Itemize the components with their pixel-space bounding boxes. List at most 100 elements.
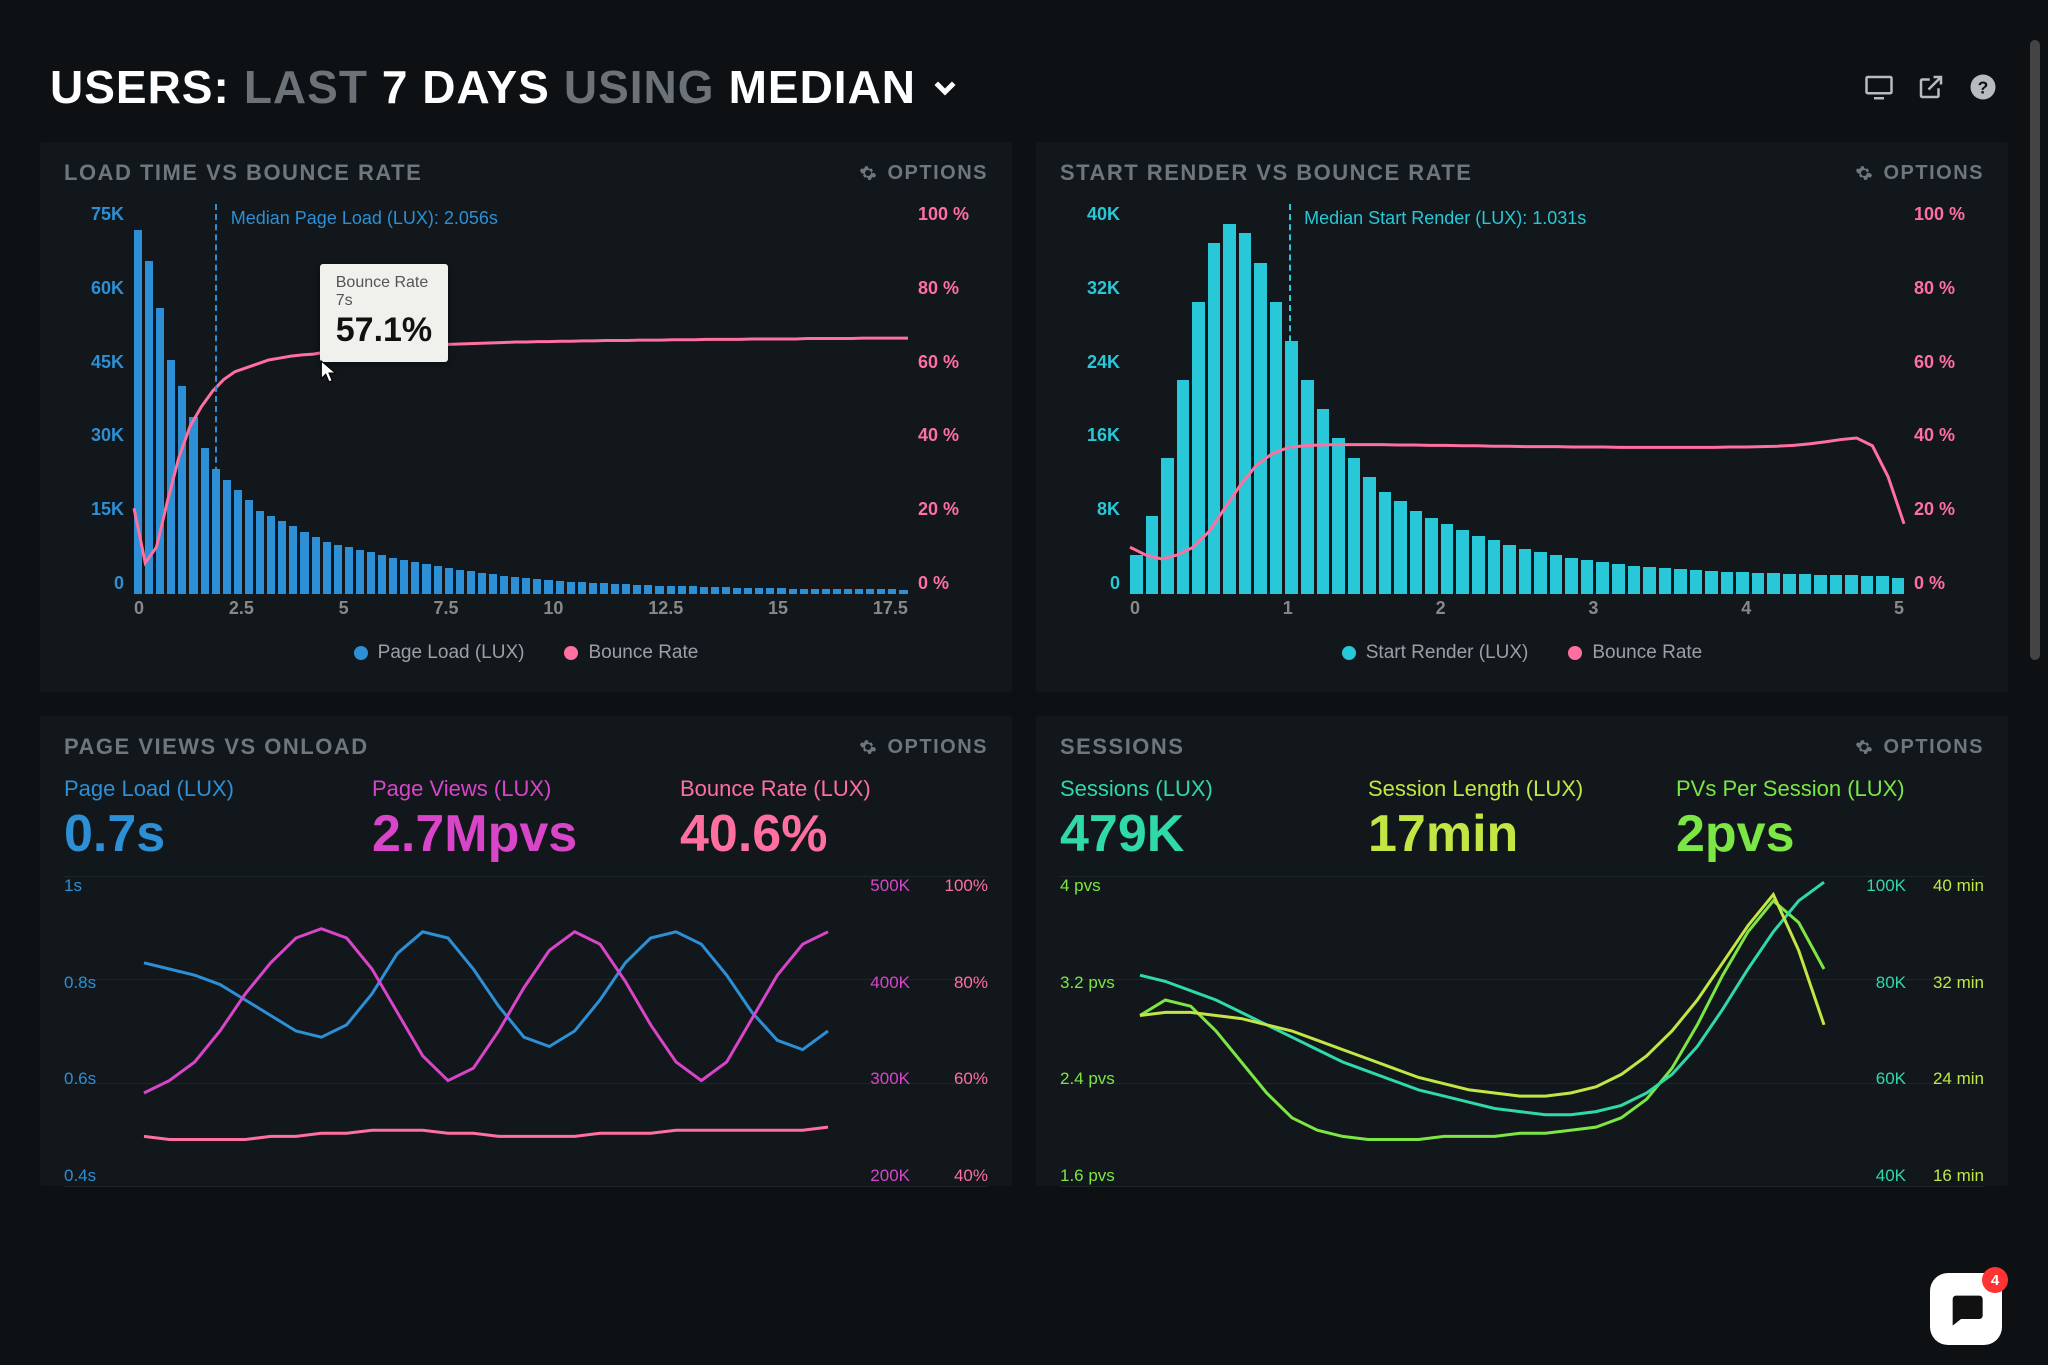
y-left-tick: 60K (64, 278, 124, 299)
y-right2-tick: 100% (918, 876, 988, 896)
panel-title: PAGE VIEWS VS ONLOAD (64, 734, 369, 760)
page-title-dropdown[interactable]: USERS: LAST 7 DAYS USING MEDIAN (50, 60, 960, 114)
header: USERS: LAST 7 DAYS USING MEDIAN ? (40, 40, 2008, 142)
y-left-tick: 0 (64, 573, 124, 594)
y-right2-tick: 40% (918, 1166, 988, 1186)
metric: Page Views (LUX)2.7Mpvs (372, 776, 680, 864)
y-right-tick: 40 % (1914, 425, 1984, 446)
metric-value: 17min (1368, 804, 1676, 864)
metrics-row: Sessions (LUX)479KSession Length (LUX)17… (1036, 770, 2008, 864)
chevron-down-icon (930, 72, 960, 102)
x-tick: 10 (543, 598, 563, 634)
svg-text:?: ? (1978, 77, 1989, 97)
share-icon[interactable] (1916, 72, 1946, 102)
header-actions: ? (1864, 72, 1998, 102)
display-icon[interactable] (1864, 72, 1894, 102)
x-tick: 2.5 (229, 598, 254, 634)
metric: Session Length (LUX)17min (1368, 776, 1676, 864)
y-right-tick: 100 % (1914, 204, 1984, 225)
metric-label: Page Load (LUX) (64, 776, 372, 802)
y-left-tick: 4 pvs (1060, 876, 1130, 896)
panel-sessions: SESSIONS OPTIONS Sessions (LUX)479KSessi… (1036, 716, 2008, 1186)
panel-title: START RENDER VS BOUNCE RATE (1060, 160, 1472, 186)
y-right2-tick: 32 min (1914, 973, 1984, 993)
chart-legend: Start Render (LUX) Bounce Rate (1060, 634, 1984, 678)
gear-icon (1855, 164, 1873, 182)
x-tick: 5 (339, 598, 349, 634)
y-right-tick: 20 % (918, 499, 988, 520)
chat-icon (1946, 1289, 1986, 1329)
options-label: OPTIONS (887, 162, 988, 185)
metric-value: 2.7Mpvs (372, 804, 680, 864)
options-label: OPTIONS (887, 736, 988, 759)
y-right-tick: 60K (1838, 1069, 1906, 1089)
title-aggregation: MEDIAN (729, 60, 916, 114)
metric-label: Bounce Rate (LUX) (680, 776, 988, 802)
x-tick: 0 (1130, 598, 1140, 634)
x-tick: 2 (1436, 598, 1446, 634)
options-label: OPTIONS (1883, 162, 1984, 185)
title-dim-1: LAST (244, 60, 368, 114)
sessions-chart[interactable]: 4 pvs3.2 pvs2.4 pvs1.6 pvs100K80K60K40K4… (1060, 876, 1984, 1186)
panel-title: LOAD TIME VS BOUNCE RATE (64, 160, 422, 186)
y-left-tick: 0.8s (64, 973, 134, 993)
metric-label: Sessions (LUX) (1060, 776, 1368, 802)
options-button[interactable]: OPTIONS (1855, 162, 1984, 185)
x-tick: 12.5 (648, 598, 683, 634)
y-right-tick: 0 % (918, 573, 988, 594)
load-bounce-chart[interactable]: 75K60K45K30K15K0100 %80 %60 %40 %20 %0 %… (64, 204, 988, 634)
scrollbar[interactable] (2030, 40, 2040, 660)
y-left-tick: 45K (64, 352, 124, 373)
median-label: Median Page Load (LUX): 2.056s (231, 208, 498, 229)
y-right-tick: 100 % (918, 204, 988, 225)
gear-icon (1855, 738, 1873, 756)
y-right2-tick: 60% (918, 1069, 988, 1089)
y-right-tick: 200K (842, 1166, 910, 1186)
metric: PVs Per Session (LUX)2pvs (1676, 776, 1984, 864)
y-right2-tick: 16 min (1914, 1166, 1984, 1186)
x-tick: 1 (1283, 598, 1293, 634)
y-right-tick: 80 % (918, 278, 988, 299)
options-button[interactable]: OPTIONS (859, 162, 988, 185)
chat-badge: 4 (1982, 1267, 2008, 1293)
chat-button[interactable]: 4 (1930, 1273, 2002, 1345)
y-left-tick: 40K (1060, 204, 1120, 225)
title-prefix: USERS: (50, 60, 230, 114)
y-right-tick: 80 % (1914, 278, 1984, 299)
metric-value: 40.6% (680, 804, 988, 864)
y-left-tick: 24K (1060, 352, 1120, 373)
metric-label: Session Length (LUX) (1368, 776, 1676, 802)
y-left-tick: 32K (1060, 278, 1120, 299)
x-tick: 7.5 (434, 598, 459, 634)
cursor-icon (320, 360, 338, 384)
y-left-tick: 0.4s (64, 1166, 134, 1186)
metric-value: 0.7s (64, 804, 372, 864)
render-bounce-chart[interactable]: 40K32K24K16K8K0100 %80 %60 %40 %20 %0 %M… (1060, 204, 1984, 634)
panel-load-bounce: LOAD TIME VS BOUNCE RATE OPTIONS 75K60K4… (40, 142, 1012, 692)
gear-icon (859, 738, 877, 756)
y-left-tick: 1s (64, 876, 134, 896)
onload-chart[interactable]: 1s0.8s0.6s0.4s500K400K300K200K100%80%60%… (64, 876, 988, 1186)
legend-item-bars: Page Load (LUX) (354, 642, 525, 664)
metric: Sessions (LUX)479K (1060, 776, 1368, 864)
y-right-tick: 300K (842, 1069, 910, 1089)
panel-title: SESSIONS (1060, 734, 1184, 760)
metric-label: Page Views (LUX) (372, 776, 680, 802)
options-button[interactable]: OPTIONS (859, 736, 988, 759)
options-button[interactable]: OPTIONS (1855, 736, 1984, 759)
title-range: 7 DAYS (382, 60, 550, 114)
x-tick: 5 (1894, 598, 1904, 634)
help-icon[interactable]: ? (1968, 72, 1998, 102)
y-right-tick: 100K (1838, 876, 1906, 896)
chart-legend: Page Load (LUX) Bounce Rate (64, 634, 988, 678)
options-label: OPTIONS (1883, 736, 1984, 759)
legend-item-bars: Start Render (LUX) (1342, 642, 1529, 664)
y-right2-tick: 24 min (1914, 1069, 1984, 1089)
x-tick: 3 (1588, 598, 1598, 634)
y-right2-tick: 40 min (1914, 876, 1984, 896)
y-right-tick: 60 % (1914, 352, 1984, 373)
gear-icon (859, 164, 877, 182)
y-left-tick: 1.6 pvs (1060, 1166, 1130, 1186)
y-right-tick: 40 % (918, 425, 988, 446)
panel-onload: PAGE VIEWS VS ONLOAD OPTIONS Page Load (… (40, 716, 1012, 1186)
